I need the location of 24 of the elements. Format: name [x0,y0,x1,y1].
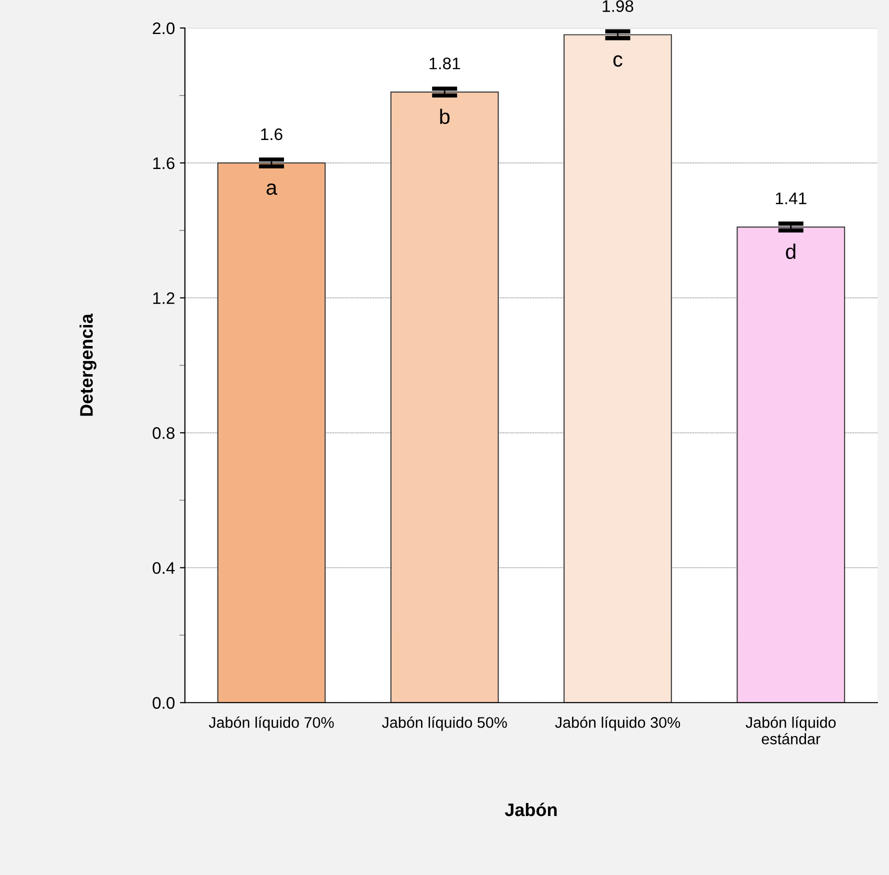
x-axis-title: Jabón [504,802,557,816]
bar [217,162,326,703]
bar [564,34,672,703]
y-tick-label: 0.0 [152,697,175,709]
y-tick-label: 0.4 [152,562,175,574]
y-tick-label: 1.2 [153,292,174,304]
y-tick-label: 0.8 [152,427,174,439]
annotation: d [786,244,796,259]
data-label: 1.98 [602,0,634,12]
annotation: b [440,108,450,124]
x-tick-label: Jabón líquido 70% [208,716,334,731]
annotation: c [613,55,622,67]
x-tick-label: Jabón líquido 50% [382,716,507,731]
x-tick-label: Jabón líquido estándar [746,716,836,744]
bar [390,92,499,703]
data-label: 1.6 [261,128,282,140]
data-label: 1.81 [430,58,460,70]
y-tick-label: 2.0 [152,22,175,34]
bar [736,226,846,703]
data-label: 1.41 [776,192,806,204]
y-tick-label: 1.6 [153,157,174,170]
y-axis-title: Detergencia [80,314,96,416]
x-tick-label: Jabón líquido 30% [555,716,680,731]
annotation: a [266,183,278,195]
